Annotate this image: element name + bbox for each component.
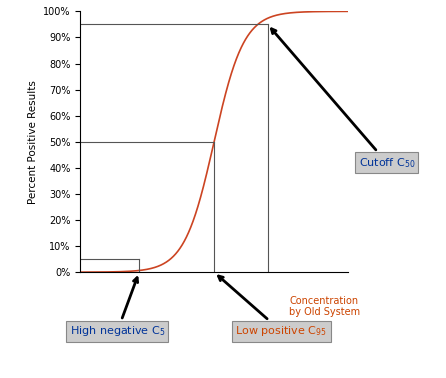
Text: Concentration
by Old System: Concentration by Old System (289, 296, 360, 317)
Text: High negative C$_{5}$: High negative C$_{5}$ (70, 278, 165, 338)
Text: Cutoff C$_{50}$: Cutoff C$_{50}$ (272, 29, 415, 169)
Y-axis label: Percent Positive Results: Percent Positive Results (28, 80, 37, 204)
Text: Low positive C$_{95}$: Low positive C$_{95}$ (219, 276, 327, 338)
